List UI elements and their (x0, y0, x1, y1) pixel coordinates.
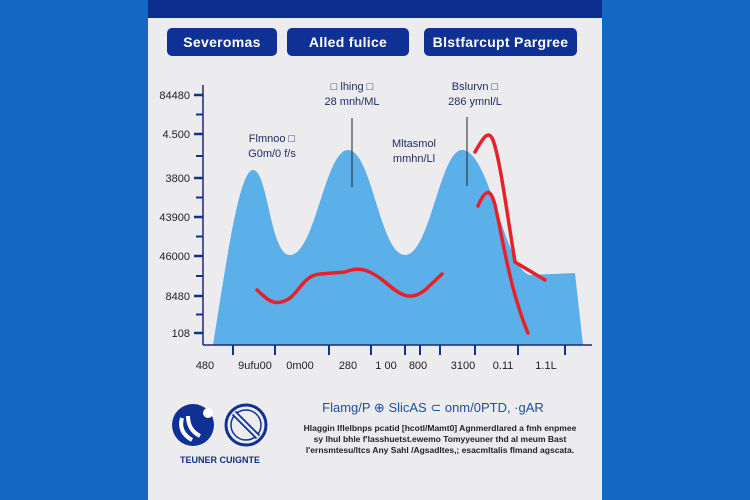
annotation-value: G0m/0 f/s (248, 148, 296, 160)
y-tick-label: 84480 (159, 90, 190, 102)
top-bar (148, 0, 602, 18)
x-tick-label: 9ufu00 (238, 360, 272, 372)
tab-button-3[interactable]: Blstfarcupt Pargree (424, 28, 577, 56)
person-icon (172, 404, 214, 446)
icons-label: TEUNER CUIGNTE (179, 455, 260, 465)
x-tick-label: 0.11 (493, 360, 514, 372)
x-tick-label: 0m00 (286, 360, 314, 372)
x-tick-label: 1.1L (535, 360, 556, 372)
x-tick-label: 3100 (451, 360, 475, 372)
y-tick-label: 3800 (166, 173, 190, 185)
footer-title: Flamg/P ⊕ SlicAS ⊂ onm/0PTD, ·gAR (322, 400, 544, 415)
area-series (213, 150, 583, 345)
y-tick-label: 4.500 (162, 129, 190, 141)
annotation-title: □ lhing □ (331, 81, 374, 93)
x-tick-label: 1 00 (375, 360, 396, 372)
x-tick-label: 480 (196, 360, 214, 372)
annotation-value: 286 ymnl/L (448, 96, 502, 108)
footer-body: Hlaggin lflelbnps pcatid [hcotl/Mamt0] A… (303, 423, 577, 455)
annotation-value: mmhn/Ll (393, 153, 435, 165)
prohibited-icon (224, 403, 268, 447)
x-tick-label: 800 (409, 360, 427, 372)
red-series-2 (473, 133, 547, 282)
y-tick-label: 43900 (159, 212, 190, 224)
red-series-3 (476, 191, 530, 335)
y-tick-label: 46000 (159, 251, 190, 263)
y-tick-label: 108 (172, 328, 190, 340)
annotation-title: Mltasmol (392, 138, 436, 150)
annotation-title: Bslurvn □ (452, 81, 499, 93)
tab-button-2[interactable]: Alled fulice (287, 28, 409, 56)
tab-button-1[interactable]: Severomas (167, 28, 277, 56)
y-tick-label: 8480 (166, 291, 190, 303)
x-tick-label: 280 (339, 360, 357, 372)
annotation-value: 28 mnh/ML (324, 96, 379, 108)
annotation-title: Flmnoo □ (249, 133, 296, 145)
red-series-1 (255, 267, 444, 305)
